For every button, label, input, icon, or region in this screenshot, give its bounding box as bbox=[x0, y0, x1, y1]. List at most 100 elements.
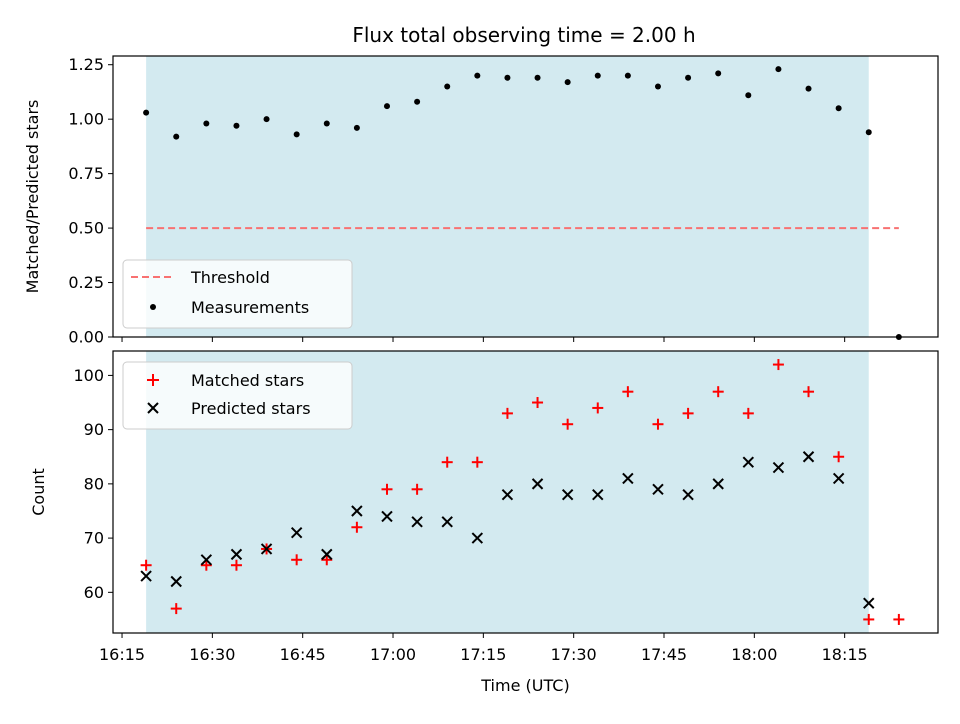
ratio-y-axis-label: Matched/Predicted stars bbox=[23, 100, 42, 294]
count-y-ticks: 60 70 80 90 100 bbox=[73, 366, 113, 602]
ratio-panel-frame bbox=[112, 55, 939, 338]
y-tick-label: 80 bbox=[84, 474, 104, 493]
measurement-point bbox=[865, 129, 872, 136]
predicted-star-point bbox=[501, 489, 514, 501]
legend-measurements-swatch bbox=[150, 304, 156, 310]
matched-star-point bbox=[351, 521, 363, 533]
predicted-star-point bbox=[742, 456, 755, 468]
legend-predicted-swatch bbox=[147, 402, 159, 414]
count-panel-frame bbox=[112, 350, 939, 634]
predicted-star-point bbox=[230, 548, 243, 561]
matched-star-point bbox=[291, 554, 303, 566]
predicted-star-point bbox=[411, 516, 423, 528]
measurement-point bbox=[263, 116, 270, 123]
measurement-point bbox=[293, 131, 300, 138]
ratio-x-ticks bbox=[121, 337, 846, 342]
predicted-star-point bbox=[712, 478, 724, 490]
matched-star-point bbox=[230, 559, 242, 571]
ratio-legend: Threshold Measurements bbox=[122, 259, 353, 329]
predicted-star-point bbox=[471, 532, 484, 544]
matched-star-point bbox=[471, 456, 483, 468]
matched-star-point bbox=[742, 407, 754, 419]
x-tick-label: 17:15 bbox=[460, 645, 506, 664]
predicted-star-point bbox=[381, 510, 393, 523]
predicted-star-point bbox=[802, 451, 815, 463]
y-tick-label: 100 bbox=[73, 366, 104, 385]
matched-star-point bbox=[652, 418, 664, 430]
predicted-stars-points bbox=[140, 451, 875, 609]
matched-star-point bbox=[501, 407, 513, 419]
measurement-point bbox=[805, 85, 812, 92]
matched-star-point bbox=[321, 554, 333, 566]
measurement-point bbox=[534, 74, 541, 81]
matched-star-point bbox=[712, 386, 724, 398]
predicted-star-point bbox=[170, 575, 182, 588]
measurement-point bbox=[383, 103, 390, 110]
legend-threshold-label: Threshold bbox=[190, 268, 270, 287]
chart-title: Flux total observing time = 2.00 h bbox=[352, 23, 695, 47]
x-tick-label: 18:00 bbox=[731, 645, 777, 664]
predicted-star-point bbox=[200, 554, 213, 566]
y-tick-label: 1.25 bbox=[68, 55, 104, 74]
ratio-panel: 0.00 0.25 0.50 0.75 1.00 1.25 Matched/Predict… bbox=[23, 55, 939, 347]
matched-star-point bbox=[562, 418, 574, 430]
matched-star-point bbox=[441, 456, 453, 468]
measurement-points bbox=[143, 66, 902, 340]
x-tick-label: 16:30 bbox=[189, 645, 235, 664]
predicted-star-point bbox=[652, 483, 664, 495]
matched-star-point bbox=[592, 402, 604, 414]
legend-measurements-label: Measurements bbox=[191, 298, 309, 317]
count-legend-box bbox=[122, 361, 353, 430]
measurement-point bbox=[474, 72, 481, 79]
predicted-star-point bbox=[772, 461, 785, 474]
matched-star-point bbox=[200, 559, 212, 571]
predicted-star-point bbox=[561, 489, 574, 501]
x-axis-label: Time (UTC) bbox=[480, 676, 569, 695]
matched-star-point bbox=[532, 397, 544, 409]
x-tick-label: 18:15 bbox=[822, 645, 868, 664]
measurement-point bbox=[143, 109, 150, 116]
matched-star-point bbox=[803, 386, 815, 398]
predicted-star-point bbox=[351, 505, 363, 517]
matched-star-point bbox=[833, 451, 845, 463]
x-tick-label: 17:30 bbox=[551, 645, 597, 664]
matched-star-point bbox=[622, 386, 634, 398]
y-tick-label: 0.50 bbox=[68, 219, 104, 238]
matched-star-point bbox=[140, 559, 152, 571]
x-tick-label: 16:15 bbox=[99, 645, 145, 664]
matched-star-point bbox=[411, 483, 423, 495]
measurement-point bbox=[353, 124, 360, 131]
predicted-star-point bbox=[682, 489, 694, 501]
matched-star-point bbox=[682, 407, 694, 419]
measurement-point bbox=[745, 92, 752, 99]
measurement-point bbox=[414, 98, 421, 105]
measurement-point bbox=[775, 66, 782, 73]
matched-star-point bbox=[170, 603, 182, 615]
predicted-star-point bbox=[531, 478, 544, 490]
matched-stars-points bbox=[140, 359, 905, 625]
measurement-point bbox=[203, 120, 210, 127]
measurement-point bbox=[654, 83, 661, 90]
predicted-star-point bbox=[260, 543, 273, 555]
measurement-point bbox=[685, 74, 692, 81]
predicted-star-point bbox=[321, 548, 333, 561]
legend-matched-label: Matched stars bbox=[191, 371, 304, 390]
matched-star-point bbox=[863, 613, 875, 625]
measurement-point bbox=[594, 72, 601, 79]
measurement-point bbox=[323, 120, 330, 127]
measurement-point bbox=[173, 133, 180, 140]
predicted-star-point bbox=[592, 489, 604, 501]
y-tick-label: 1.00 bbox=[68, 110, 104, 129]
predicted-star-point bbox=[863, 597, 875, 609]
y-tick-label: 0.75 bbox=[68, 164, 104, 183]
count-panel: 60 70 80 90 100 16:15 16:30 16:45 17:00 17:15 17:… bbox=[29, 350, 939, 695]
predicted-star-point bbox=[290, 526, 303, 539]
predicted-star-point bbox=[832, 472, 845, 485]
predicted-star-point bbox=[140, 570, 152, 582]
y-tick-label: 0.00 bbox=[68, 328, 104, 347]
predicted-star-point bbox=[441, 516, 453, 528]
measurement-point bbox=[233, 122, 240, 129]
measurement-point bbox=[564, 79, 571, 86]
count-y-axis-label: Count bbox=[29, 468, 48, 516]
